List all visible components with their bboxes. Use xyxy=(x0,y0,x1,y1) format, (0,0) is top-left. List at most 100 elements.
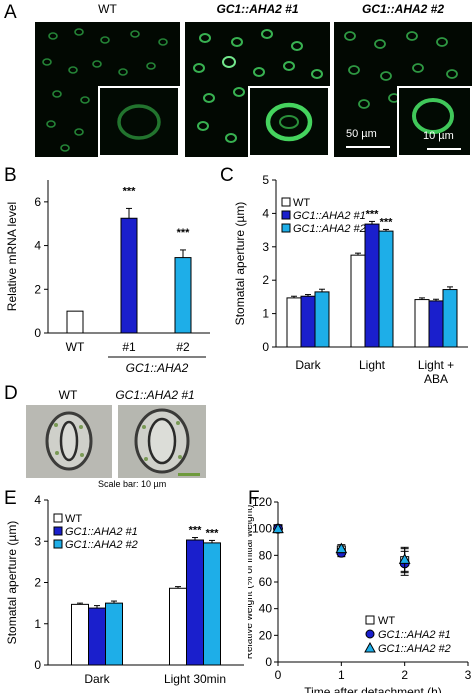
stomata-scale-bar xyxy=(178,473,200,476)
f-xtick-label-3: 3 xyxy=(465,668,472,682)
b-bar-1 xyxy=(120,217,138,334)
c-xtick-label-1: Light xyxy=(359,358,386,372)
scale-bar-50um xyxy=(346,146,390,148)
e-xtick-label-0: Dark xyxy=(84,672,110,686)
inset-line1 xyxy=(248,86,330,157)
c-bar-2-0 xyxy=(414,299,430,348)
inset-line2-drawing xyxy=(412,98,454,134)
f-xtick-label-1: 1 xyxy=(338,668,345,682)
e-bar-1-0 xyxy=(169,587,187,666)
c-ytick-label-2: 2 xyxy=(262,273,269,287)
b-sig-2: *** xyxy=(177,227,191,239)
f-ytick-label-6: 120 xyxy=(252,495,272,509)
stoma-line1 xyxy=(134,408,190,474)
inset-line1-drawing xyxy=(265,102,313,142)
e-legend-label-1: GC1::AHA2 #1 xyxy=(65,526,138,538)
stomata-scale-label: Scale bar: 10 µm xyxy=(98,479,167,489)
c-xtick-label-2: Light + ABA xyxy=(418,358,454,386)
c-sig-1-1: *** xyxy=(366,208,380,220)
b-xtick-label-0: WT xyxy=(66,340,85,354)
c-bar-2-2 xyxy=(442,289,458,348)
c-bar-1-0 xyxy=(350,254,366,348)
b-ytick-label-3: 6 xyxy=(34,195,41,209)
c-legend-label-0: WT xyxy=(293,197,310,209)
micro-label-wt: WT xyxy=(98,2,117,16)
e-legend-swatch-2 xyxy=(53,539,63,549)
e-bar-0-1 xyxy=(88,607,106,666)
f-legend-label-0: WT xyxy=(378,615,395,627)
e-bar-1-1 xyxy=(186,539,204,666)
stomata-brightfield-images xyxy=(26,405,206,478)
c-ytick-label-0: 0 xyxy=(262,340,269,354)
f-legend-label-2: GC1::AHA2 #2 xyxy=(378,643,451,655)
micrograph-line2-drawing xyxy=(344,31,458,109)
e-legend-label-0: WT xyxy=(65,513,82,525)
c-bar-1-2 xyxy=(378,230,394,348)
e-bar-0-0 xyxy=(71,603,89,666)
micro-label-line1: GC1::AHA2 #1 xyxy=(216,2,299,16)
micro-label-line2: GC1::AHA2 #2 xyxy=(361,2,445,16)
c-ytick-label-4: 4 xyxy=(262,206,269,220)
e-legend-swatch-0 xyxy=(53,513,63,523)
f-ytick-label-3: 60 xyxy=(259,575,273,589)
e-xtick-label-1: Light 30min xyxy=(164,672,226,686)
c-legend-swatch-0 xyxy=(281,197,291,207)
b-ytick-label-0: 0 xyxy=(34,326,41,340)
c-ytick-label-1: 1 xyxy=(262,307,269,321)
e-ytick-label-4: 4 xyxy=(34,493,41,507)
stomata-label-wt: WT xyxy=(58,388,78,402)
c-bar-0-2 xyxy=(314,291,330,348)
panel-e-letter: E xyxy=(4,488,17,509)
fluorescence-micrograph-wt xyxy=(35,22,180,157)
inset-wt-drawing xyxy=(117,104,161,140)
e-bar-1-2 xyxy=(203,542,221,666)
c-legend-swatch-1 xyxy=(281,210,291,220)
f-ytick-label-1: 20 xyxy=(259,628,273,642)
e-sig-1-1: *** xyxy=(189,525,203,537)
b-ylabel: Relative mRNA level xyxy=(5,202,19,311)
e-ylabel: Stomatal aperture (µm) xyxy=(5,521,19,645)
scale-label-50um: 50 µm xyxy=(346,128,377,140)
inset-wt xyxy=(98,86,180,157)
e-ytick-label-3: 3 xyxy=(34,534,41,548)
c-ytick-label-3: 3 xyxy=(262,240,269,254)
chart-f-relative-weight: 0 20 40 60 80 100 120 0 1 2 3 Time after detachment… xyxy=(248,495,472,693)
panel-f-letter: F xyxy=(248,488,260,509)
f-legend-swatch-2 xyxy=(364,641,376,653)
e-sig-1-2: *** xyxy=(206,527,220,539)
panel-d-letter: D xyxy=(4,383,18,404)
stomata-label-line1: GC1::AHA2 #1 xyxy=(115,388,195,402)
c-ylabel: Stomatal aperture (µm) xyxy=(233,202,247,326)
micrograph-line1-drawing xyxy=(193,29,323,143)
inset-line2: 10 µm xyxy=(397,86,472,157)
e-ytick-label-2: 2 xyxy=(34,576,41,590)
f-xtick-label-2: 2 xyxy=(401,668,408,682)
c-bar-0-0 xyxy=(286,297,302,348)
fluorescence-micrograph-line1 xyxy=(185,22,330,157)
b-xtick-label-1: #1 xyxy=(122,340,136,354)
f-xtick-label-0: 0 xyxy=(275,668,282,682)
c-sig-1-2: *** xyxy=(380,216,394,228)
scale-bar-10um xyxy=(427,148,461,150)
b-sig-1: *** xyxy=(123,185,137,197)
b-xtick-label-2: #2 xyxy=(176,340,190,354)
e-legend-swatch-1 xyxy=(53,526,63,536)
e-ytick-label-0: 0 xyxy=(34,658,41,672)
e-legend-label-2: GC1::AHA2 #2 xyxy=(65,539,138,551)
f-point-2-2 xyxy=(398,553,411,564)
c-legend-label-1: GC1::AHA2 #1 xyxy=(293,210,366,222)
c-bar-2-1 xyxy=(428,300,444,348)
f-legend-swatch-0 xyxy=(365,615,375,625)
f-ytick-label-2: 40 xyxy=(259,602,273,616)
b-ytick-label-1: 2 xyxy=(34,282,41,296)
f-point-2-1 xyxy=(335,542,348,554)
c-bar-0-1 xyxy=(300,295,316,348)
c-bar-1-1 xyxy=(364,223,380,348)
b-bar-0 xyxy=(66,310,84,334)
f-point-2-0 xyxy=(272,522,284,534)
panel-a-letter: A xyxy=(4,2,17,23)
panel-c-letter: C xyxy=(220,165,234,186)
